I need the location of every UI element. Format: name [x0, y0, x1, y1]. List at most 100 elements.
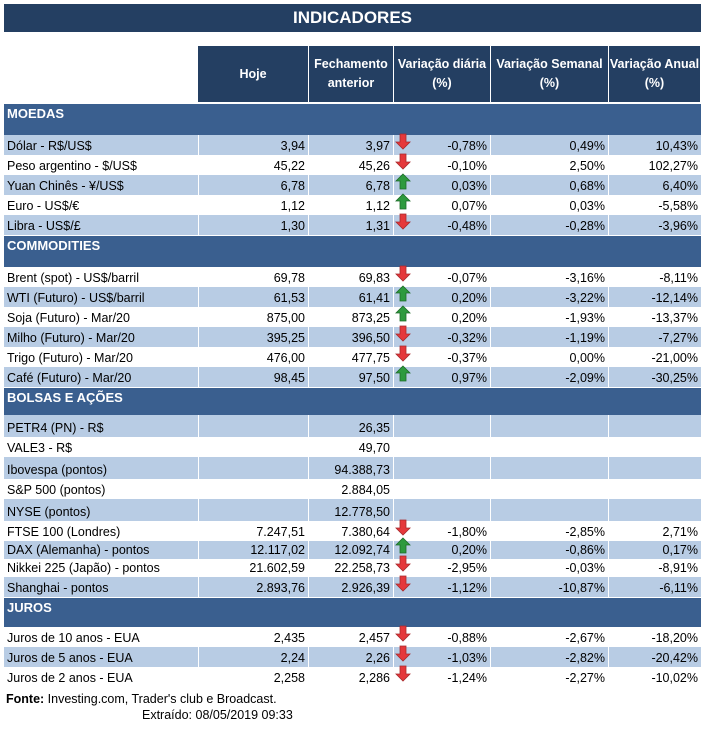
cell-sem: -10,87% — [490, 577, 608, 597]
cell-variacao-diaria — [393, 415, 490, 437]
arrow-down-icon — [395, 325, 411, 345]
cell-fech: 45,26 — [308, 155, 393, 175]
table-row: Café (Futuro) - Mar/20 98,45 97,50 0,97% -2,… — [4, 365, 701, 387]
arrow-up-icon — [395, 193, 411, 213]
table-row: Brent (spot) - US$/barril 69,78 69,83 -0,07… — [4, 265, 701, 287]
column-headers: Hoje Fechamento anterior Variação diária… — [198, 46, 700, 102]
row-label: Trigo (Futuro) - Mar/20 — [7, 351, 133, 365]
cell-sem — [490, 479, 608, 499]
table-row: Yuan Chinês - ¥/US$ 6,78 6,78 0,03% 0,68% 6,4… — [4, 173, 701, 195]
cell-sem: 0,68% — [490, 175, 608, 195]
arrow-down-icon — [395, 519, 411, 539]
cell-sem: -0,86% — [490, 541, 608, 559]
cell-fech: 7.380,64 — [308, 521, 393, 541]
cell-hoje: 6,78 — [198, 175, 308, 195]
cell-ano: -8,91% — [608, 559, 701, 577]
cell-variacao-diaria: 0,20% — [393, 285, 490, 307]
cell-ano: -3,96% — [608, 215, 701, 235]
cell-hoje: 21.602,59 — [198, 559, 308, 577]
cell-hoje: 2.893,76 — [198, 577, 308, 597]
cell-variacao-diaria — [393, 457, 490, 479]
arrow-up-icon — [395, 173, 411, 193]
cell-fech: 26,35 — [308, 415, 393, 437]
cell-fech: 1,12 — [308, 195, 393, 215]
value: -0,48% — [447, 219, 487, 233]
cell-variacao-diaria: -0,37% — [393, 345, 490, 367]
row-label: Peso argentino - $/US$ — [7, 159, 137, 173]
arrow-down-icon — [395, 645, 411, 665]
cell-hoje: 3,94 — [198, 135, 308, 155]
table-row: WTI (Futuro) - US$/barril 61,53 61,41 0,20%… — [4, 285, 701, 307]
table-row: DAX (Alemanha) - pontos 12.117,02 12.092,7… — [4, 537, 701, 559]
cell-hoje: 12.117,02 — [198, 541, 308, 559]
cell-hoje: 875,00 — [198, 307, 308, 327]
value: -0,32% — [447, 331, 487, 345]
table-row: Juros de 2 anos - EUA 2,258 2,286 -1,24% -2,… — [4, 665, 701, 687]
row-label: DAX (Alemanha) - pontos — [7, 543, 150, 557]
cell-variacao-diaria: -0,78% — [393, 133, 490, 155]
cell-fech: 12.092,74 — [308, 541, 393, 559]
cell-fech: 49,70 — [308, 437, 393, 457]
cell-sem: -2,27% — [490, 667, 608, 687]
row-label: FTSE 100 (Londres) — [7, 525, 121, 539]
arrow-up-icon — [395, 365, 411, 385]
cell-variacao-diaria: -0,32% — [393, 325, 490, 347]
table-row: Milho (Futuro) - Mar/20 395,25 396,50 -0,32… — [4, 325, 701, 347]
cell-fech: 94.388,73 — [308, 457, 393, 479]
cell-variacao-diaria: 0,07% — [393, 193, 490, 215]
cell-ano: -21,00% — [608, 347, 701, 367]
table-row: VALE3 - R$ 49,70 — [4, 437, 701, 457]
cell-sem: -2,67% — [490, 627, 608, 647]
row-label: Milho (Futuro) - Mar/20 — [7, 331, 135, 345]
table-row: Soja (Futuro) - Mar/20 875,00 873,25 0,20% -… — [4, 305, 701, 327]
cell-fech: 3,97 — [308, 135, 393, 155]
cell-fech: 2,286 — [308, 667, 393, 687]
value: -1,24% — [447, 671, 487, 685]
value: -1,12% — [447, 581, 487, 595]
cell-fech: 22.258,73 — [308, 559, 393, 577]
row-label: Euro - US$/€ — [7, 199, 80, 213]
cell-fech: 396,50 — [308, 327, 393, 347]
table-row: Peso argentino - $/US$ 45,22 45,26 -0,10% 2,… — [4, 153, 701, 175]
row-label: NYSE (pontos) — [7, 505, 91, 519]
table-row: FTSE 100 (Londres) 7.247,51 7.380,64 -1,80%… — [4, 519, 701, 541]
value: -1,03% — [447, 651, 487, 665]
cell-hoje: 2,435 — [198, 627, 308, 647]
cell-ano: -13,37% — [608, 307, 701, 327]
source-label: Fonte: — [6, 692, 45, 706]
cell-fech: 873,25 — [308, 307, 393, 327]
cell-variacao-diaria: -1,12% — [393, 575, 490, 597]
cell-ano: -20,42% — [608, 647, 701, 667]
cell-sem: 0,49% — [490, 135, 608, 155]
arrow-down-icon — [395, 153, 411, 173]
arrow-down-icon — [395, 265, 411, 285]
cell-hoje: 69,78 — [198, 267, 308, 287]
cell-sem: -3,22% — [490, 287, 608, 307]
value: 0,03% — [451, 179, 487, 193]
row-label: Dólar - R$/US$ — [7, 139, 92, 153]
cell-hoje — [198, 479, 308, 499]
cell-hoje: 61,53 — [198, 287, 308, 307]
cell-fech: 61,41 — [308, 287, 393, 307]
row-label: S&P 500 (pontos) — [7, 483, 106, 497]
table-row: NYSE (pontos) 12.778,50 — [4, 499, 701, 521]
cell-hoje: 2,258 — [198, 667, 308, 687]
col-header-variacao-semanal: Variação Semanal (%) — [490, 46, 608, 102]
cell-fech: 97,50 — [308, 367, 393, 387]
cell-variacao-diaria: -0,10% — [393, 153, 490, 175]
col-header-fechamento: Fechamento anterior — [308, 46, 393, 102]
table-row: Trigo (Futuro) - Mar/20 476,00 477,75 -0,37… — [4, 345, 701, 367]
cell-ano — [608, 479, 701, 499]
col-header-variacao-diaria: Variação diária (%) — [393, 46, 490, 102]
cell-sem: 2,50% — [490, 155, 608, 175]
cell-sem: -0,28% — [490, 215, 608, 235]
section-header: JUROS — [4, 597, 701, 627]
cell-sem: -1,93% — [490, 307, 608, 327]
row-label: Ibovespa (pontos) — [7, 463, 108, 477]
value: 0,20% — [451, 291, 487, 305]
cell-sem — [490, 415, 608, 437]
arrow-down-icon — [395, 345, 411, 365]
cell-variacao-diaria: -1,80% — [393, 519, 490, 541]
arrow-up-icon — [395, 305, 411, 325]
cell-sem: 0,00% — [490, 347, 608, 367]
